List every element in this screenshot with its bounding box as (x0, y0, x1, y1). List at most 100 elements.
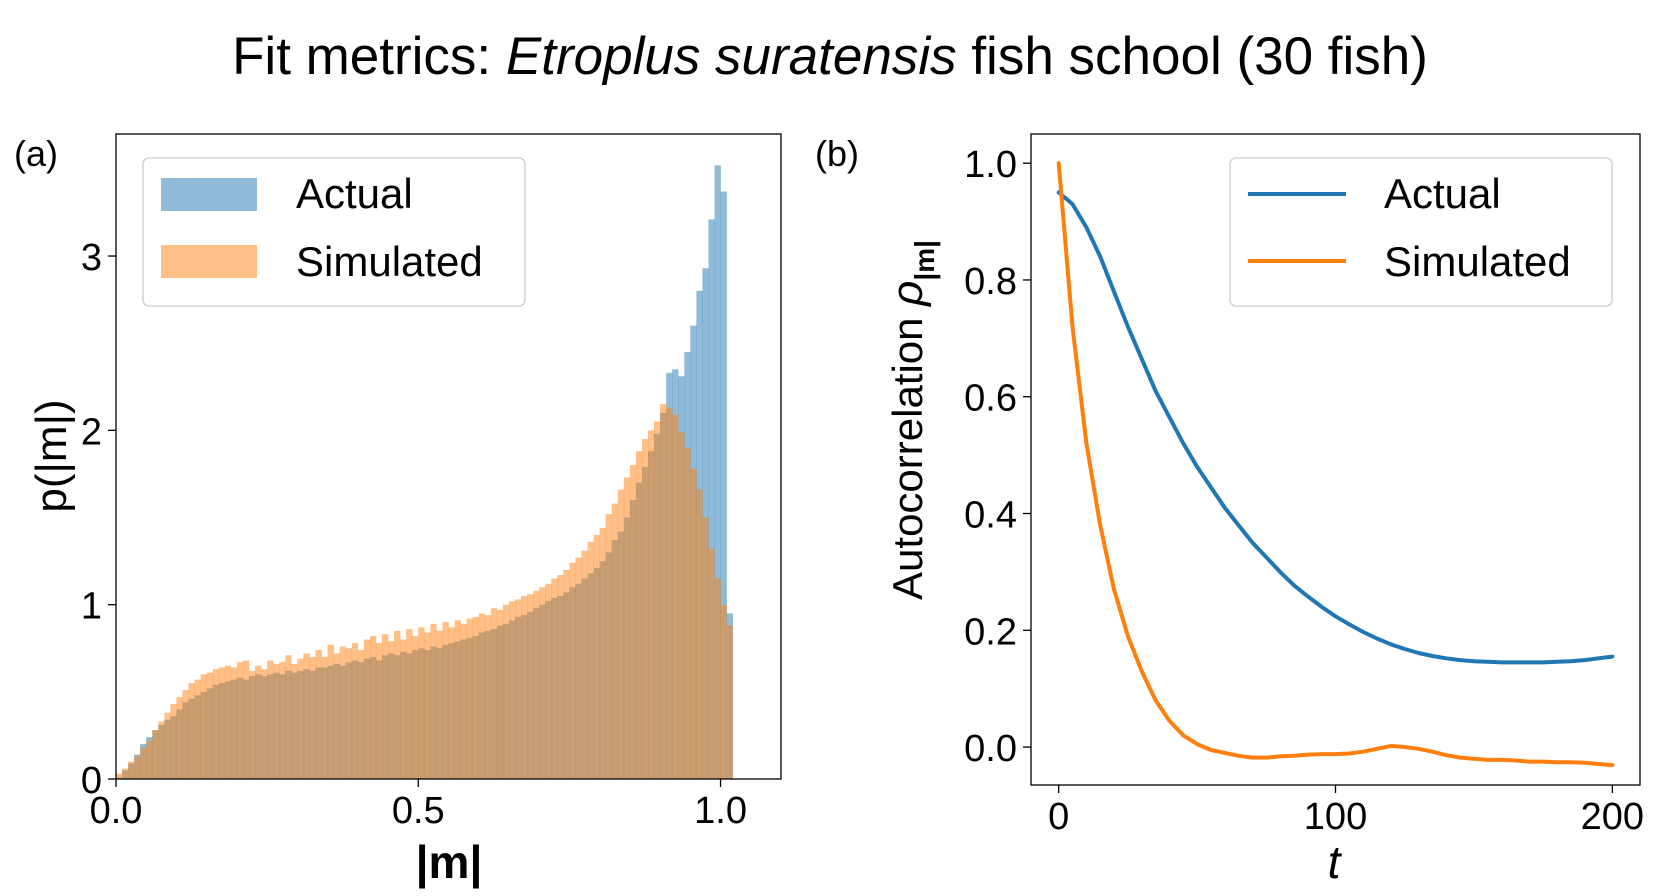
hist-bar-simulated (690, 468, 697, 779)
y-tick-label: 0.4 (964, 495, 1017, 537)
line-actual (1056, 190, 1615, 665)
hist-bar-simulated (152, 730, 159, 779)
panel-b-ticks: 0 100 200 0.0 0.2 0.4 0.6 0.8 1.0 (964, 144, 1644, 838)
y-tick-label: 0.6 (964, 378, 1017, 420)
hist-bar-simulated (309, 656, 316, 779)
legend-label-simulated-b: Simulated (1384, 238, 1571, 285)
hist-bar-simulated (363, 639, 371, 779)
hist-bar-simulated (502, 604, 510, 779)
hist-bar-simulated (369, 636, 377, 779)
hist-bar-simulated (708, 548, 715, 779)
hist-bar-simulated (593, 534, 600, 779)
hist-bar-simulated (146, 740, 153, 779)
hist-bar-simulated (563, 569, 570, 779)
panel-b-legend: Actual Simulated (1229, 157, 1613, 307)
y-tick-label: 0.0 (964, 728, 1017, 770)
hist-bar-simulated (116, 773, 123, 779)
x-tick-label: 0.0 (90, 790, 143, 832)
hist-bar-simulated (122, 768, 129, 779)
hist-bar-simulated (273, 663, 280, 779)
hist-bar-simulated (648, 430, 655, 779)
hist-bar-simulated (551, 578, 558, 779)
hist-bar-simulated (617, 489, 625, 779)
panel-a-axes-frame (115, 133, 782, 780)
x-tick-label: 1.0 (694, 790, 747, 832)
line-simulated (1056, 161, 1615, 768)
hist-bar-simulated (605, 514, 613, 779)
hist-bar-simulated (720, 604, 727, 779)
hist-bar-simulated (321, 656, 328, 779)
hist-bar-simulated (182, 690, 189, 779)
hist-bar-simulated (297, 658, 304, 779)
hist-bar-simulated (539, 587, 546, 779)
hist-bar-simulated (472, 616, 480, 779)
hist-bar-simulated (430, 623, 437, 779)
hist-bar-simulated (660, 404, 667, 779)
hist-bar-simulated (442, 622, 449, 779)
hist-bar-simulated (545, 583, 552, 779)
figure-title: Fit metrics: Etroplus suratensis fish sc… (232, 27, 1428, 86)
x-tick-label: 0 (1048, 796, 1069, 838)
series-simulated (116, 404, 733, 779)
hist-bar-simulated (490, 608, 498, 779)
panel-b-label: (b) (815, 133, 859, 174)
panel-a-legend: Actual Simulated (142, 157, 526, 307)
hist-bar-simulated (466, 618, 473, 779)
legend-label-simulated: Simulated (296, 238, 483, 285)
hist-bar-simulated (515, 599, 522, 779)
hist-bar-simulated (194, 679, 201, 779)
hist-bar-simulated (587, 541, 594, 779)
hist-bar-simulated (303, 653, 310, 779)
hist-bar-simulated (291, 663, 298, 779)
hist-bar-simulated (629, 465, 637, 779)
hist-bar-simulated (678, 432, 685, 779)
hist-bar-simulated (533, 590, 540, 779)
hist-bar-simulated (478, 613, 486, 779)
legend-label-actual: Actual (296, 170, 413, 217)
hist-bar-simulated (357, 650, 365, 779)
hist-bar-simulated (484, 615, 492, 779)
hist-bar-simulated (218, 667, 226, 779)
hist-bar-simulated (375, 643, 383, 779)
hist-bar-simulated (255, 665, 262, 779)
panel-a-x-axis-label: |m| (416, 836, 483, 888)
x-tick-label: 200 (1581, 796, 1644, 838)
panel-b-y-axis-label: Autocorrelation ρ|m| (883, 240, 940, 600)
hist-bar-simulated (521, 595, 528, 779)
hist-bar-simulated (714, 578, 721, 779)
hist-bar-simulated (412, 636, 419, 779)
panel-b-lines (1056, 161, 1615, 768)
hist-bar-simulated (418, 627, 425, 779)
panel-a-label: (a) (14, 133, 58, 174)
hist-bar-simulated (200, 674, 207, 779)
panel-a-y-axis-label: p(|m|) (27, 399, 76, 512)
hist-bar-simulated (454, 620, 461, 779)
hist-bar-simulated (188, 683, 195, 779)
legend-swatch-simulated (161, 245, 257, 278)
hist-bar-simulated (557, 575, 564, 779)
hist-bar-simulated (394, 630, 401, 779)
hist-bar-simulated (333, 653, 340, 779)
hist-bar-simulated (242, 660, 250, 779)
hist-bar-simulated (351, 643, 359, 779)
y-tick-label: 1 (81, 586, 102, 628)
x-tick-label: 0.5 (392, 790, 445, 832)
hist-bar-actual (708, 219, 715, 779)
hist-bar-simulated (279, 662, 286, 779)
hist-bar-simulated (599, 527, 606, 779)
hist-bar-simulated (170, 704, 177, 779)
hist-bar-simulated (315, 650, 322, 779)
hist-bar-simulated (339, 646, 347, 779)
hist-bar-simulated (460, 623, 467, 779)
hist-bar-simulated (400, 639, 407, 779)
y-tick-label: 2 (81, 411, 102, 453)
hist-bar-simulated (158, 721, 165, 779)
y-tick-label: 3 (81, 237, 102, 279)
panel-a-bars (116, 165, 733, 780)
hist-bar-simulated (623, 477, 631, 779)
y-tick-label: 1.0 (964, 144, 1017, 186)
hist-bar-simulated (508, 601, 516, 779)
hist-bar-actual (714, 165, 721, 780)
hist-bar-simulated (436, 630, 443, 779)
